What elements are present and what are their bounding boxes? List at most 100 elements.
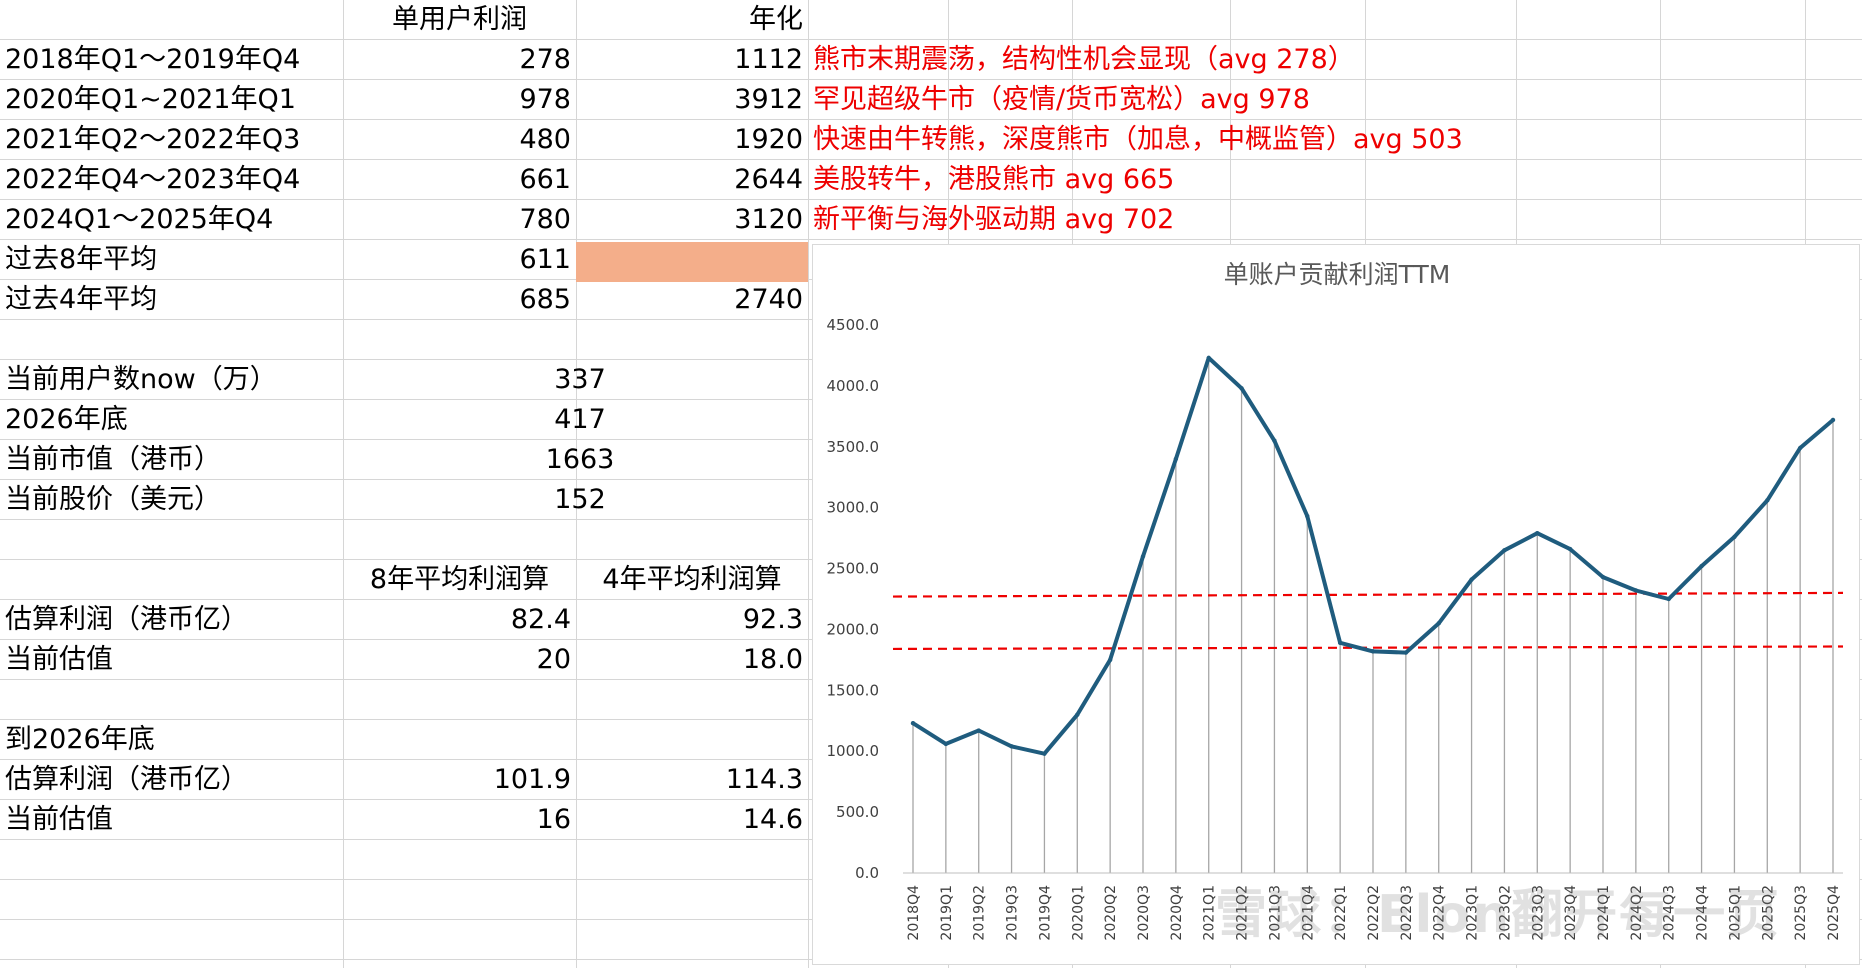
valuation2026-4yr: 14.6 [742,804,803,835]
valuation-4yr: 92.3 [742,604,803,635]
period-profit: 278 [519,44,571,75]
data-point [1732,534,1737,540]
y-tick-label: 4000.0 [827,377,880,395]
data-point [1009,744,1014,749]
period-profit: 661 [519,164,571,195]
period-note: 美股转牛，港股熊市 avg 665 [813,164,1175,195]
info-label: 当前市值（港币） [5,444,221,475]
grid-row-line [0,239,1862,240]
x-tick-label: 2024Q3 [1662,885,1678,941]
x-tick-label: 2022Q2 [1366,885,1382,941]
valuation-4yr: 18.0 [742,644,803,675]
data-point [1535,531,1540,536]
x-tick-label: 2019Q4 [1037,885,1053,941]
period-label: 2020年Q1~2021年Q1 [5,84,296,115]
data-point [1699,563,1704,569]
data-point [910,721,916,726]
data-point [943,741,949,747]
avg-label: 过去4年平均 [5,284,158,315]
period-profit: 480 [519,124,571,155]
data-point [1305,513,1310,519]
reference-line [892,591,1844,598]
data-point [1797,445,1803,451]
data-point [1765,498,1770,503]
x-tick-label: 2022Q3 [1399,885,1415,941]
x-tick-label: 2023Q2 [1497,885,1513,941]
grid-col-line [343,0,344,968]
info-value: 1663 [545,444,615,475]
header-annualized: 年化 [749,4,803,35]
period-annual: 3120 [734,204,803,235]
valuation2026-label: 估算利润（港币亿） [5,764,248,795]
x-tick-label: 2022Q1 [1333,885,1349,941]
valuation2026-4yr: 114.3 [725,764,803,795]
data-point [1239,386,1244,391]
x-tick-label: 2020Q4 [1169,885,1185,941]
grid-row-line [0,39,1862,40]
y-tick-label: 2500.0 [827,560,880,578]
info-label: 当前用户数now（万） [5,364,277,395]
valuation2026-8yr: 101.9 [493,764,571,795]
info-value: 417 [554,404,606,435]
grid-row-line [0,159,1862,160]
x-tick-label: 2020Q2 [1103,885,1119,941]
x-tick-label: 2024Q4 [1695,885,1711,941]
avg-profit: 685 [519,284,571,315]
x-tick-label: 2021Q4 [1300,885,1316,941]
data-point [1502,548,1507,553]
x-tick-label: 2019Q3 [1005,885,1021,941]
y-tick-label: 3000.0 [827,499,880,517]
period-profit: 780 [519,204,571,235]
period-profit: 978 [519,84,571,115]
x-tick-label: 2025Q2 [1760,885,1776,941]
valuation2026-8yr: 16 [536,804,571,835]
x-tick-label: 2021Q1 [1202,885,1218,941]
x-tick-label: 2019Q1 [939,885,955,941]
data-point [1600,574,1606,580]
data-point [976,728,981,733]
y-tick-label: 2000.0 [827,620,880,638]
x-tick-label: 2020Q3 [1136,885,1152,941]
header-4yr: 4年平均利润算 [602,564,782,595]
x-tick-label: 2019Q2 [972,885,988,941]
valuation-8yr: 82.4 [510,604,571,635]
data-point [1140,554,1146,559]
data-point [1042,751,1047,756]
data-point [1107,657,1113,663]
header-8yr: 8年平均利润算 [369,564,550,595]
x-tick-label: 2025Q4 [1826,885,1842,941]
data-point [1633,588,1639,593]
data-point [1666,596,1671,602]
data-point [1075,712,1080,717]
header-unit-profit: 单用户利润 [392,4,527,35]
data-point [1337,640,1343,646]
info-label: 2026年底 [5,404,128,435]
data-point [1436,621,1441,626]
watermark: 雪球：Elon翻开每一页 [1215,885,1782,945]
valuation-8yr: 20 [536,644,571,675]
grid-col-line [808,0,809,968]
reference-line [892,645,1844,651]
period-note: 新平衡与海外驱动期 avg 702 [813,204,1175,235]
period-annual: 2644 [734,164,803,195]
data-point [1206,355,1211,361]
section-2026: 到2026年底 [5,724,155,755]
chart-svg: 单账户贡献利润TTM 0.0 500.0 1000.0 1500.0 2000.0 2500… [827,260,1844,941]
line-chart: 单账户贡献利润TTM 0.0 500.0 1000.0 1500.0 2000.0 2500… [812,244,1860,965]
x-tick-label: 2023Q1 [1465,885,1481,941]
x-tick-label: 2024Q2 [1629,885,1645,941]
x-tick-label: 2018Q4 [906,885,922,941]
chart-title: 单账户贡献利润TTM [1224,260,1451,289]
y-tick-label: 500.0 [836,803,879,821]
data-point [1173,456,1179,462]
x-tick-label: 2025Q1 [1727,885,1743,941]
x-tick-label: 2023Q4 [1563,885,1579,941]
x-tick-label: 2020Q1 [1070,885,1086,941]
period-label: 2021年Q2～2022年Q3 [5,124,301,155]
period-annual: 3912 [734,84,803,115]
y-tick-label: 1500.0 [827,681,880,699]
avg-profit: 611 [519,244,571,275]
period-note: 快速由牛转熊，深度熊市（加息，中概监管）avg 503 [813,124,1463,155]
y-tick-label: 0.0 [855,864,879,882]
x-tick-label: 2024Q1 [1596,885,1612,941]
